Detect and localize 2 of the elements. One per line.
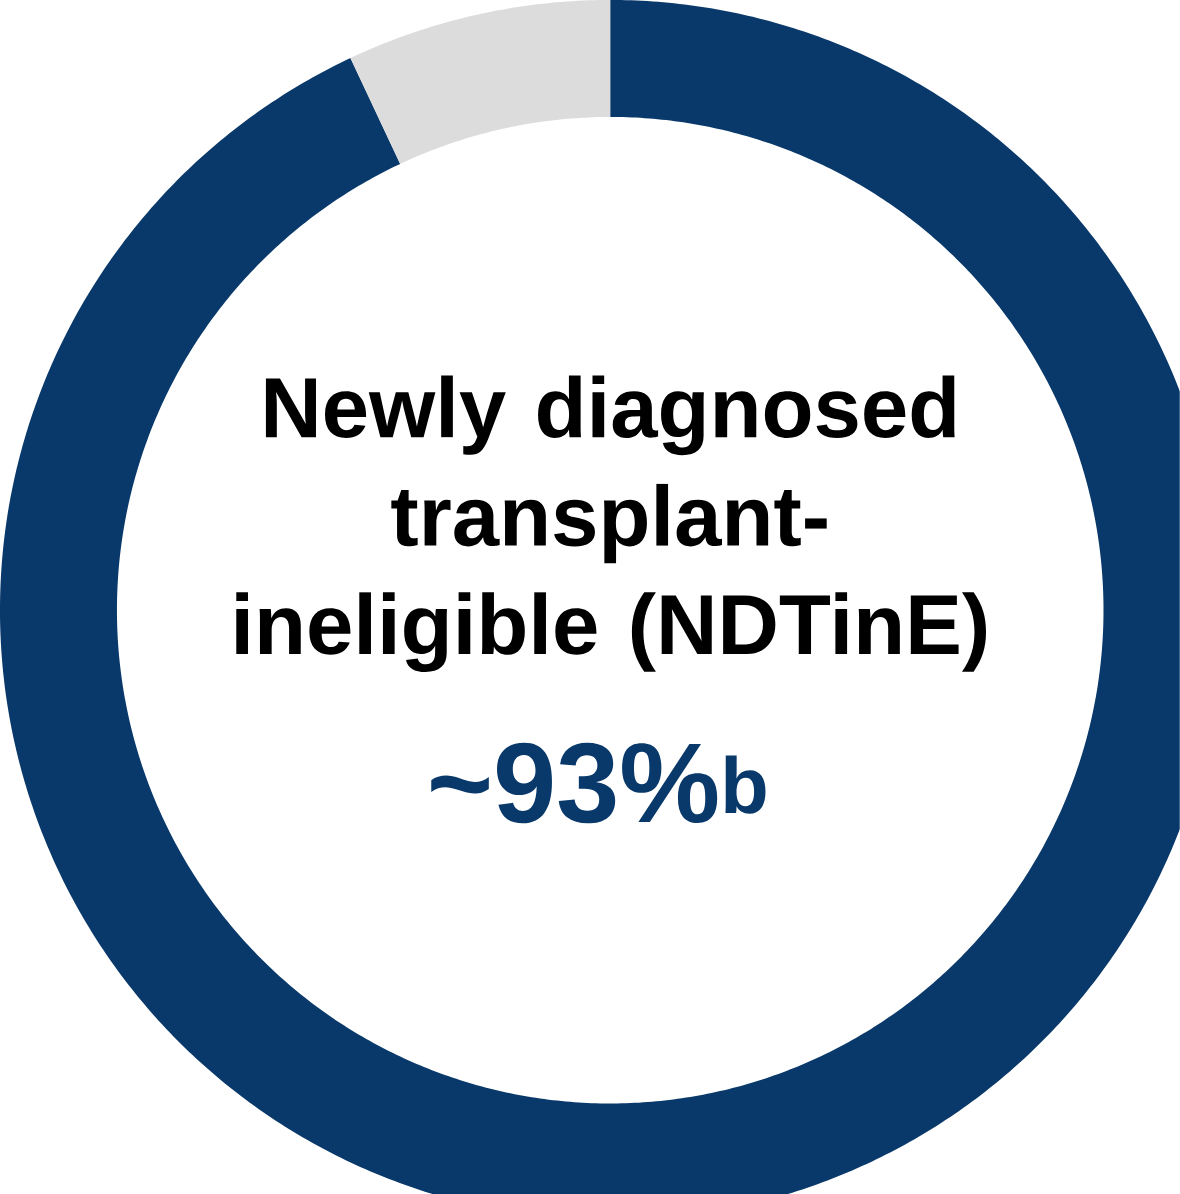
data-label: ~93%$^{b}$ (431, 742, 766, 824)
slice-label: Newly diagnosed transplant-ineligible (NDTinE) (236, 375, 987, 673)
